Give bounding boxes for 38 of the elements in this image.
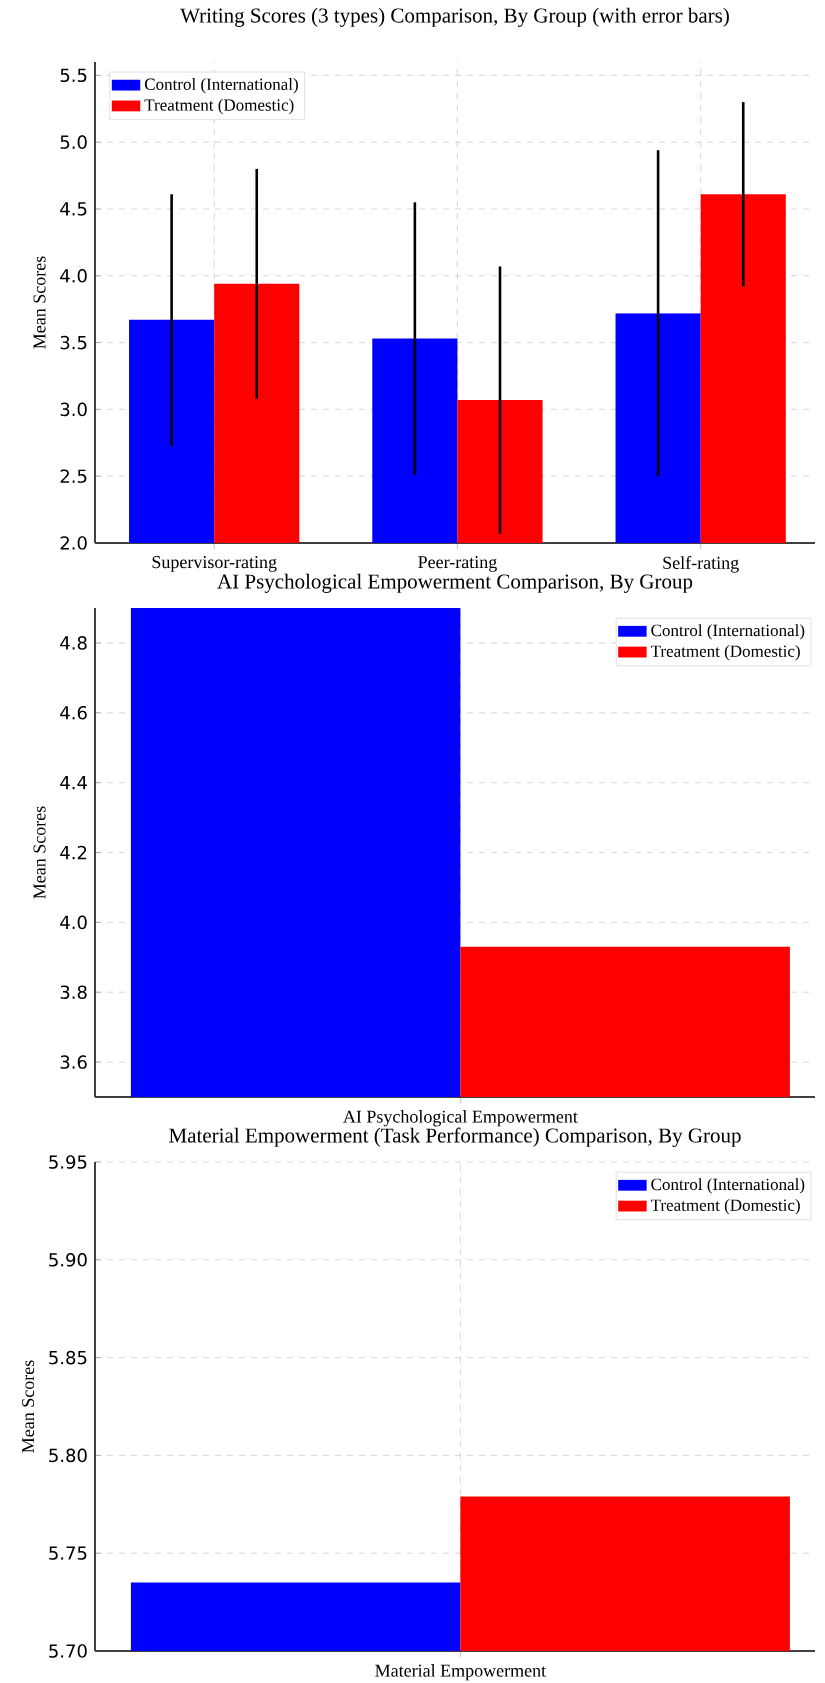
y-tick-label: 3.0 — [60, 402, 87, 417]
y-tick-label: 5.95 — [49, 1155, 87, 1169]
chart-title: Material Empowerment (Task Performance) Comparison, By Group — [169, 1127, 741, 1147]
y-axis-title: Mean Scores — [33, 806, 46, 899]
x-tick-label: Self-rating — [663, 556, 739, 573]
x-tick-label: Material Empowerment — [375, 1664, 546, 1681]
y-tick-label: 4.8 — [60, 636, 87, 650]
legend-label: Treatment (Domestic) — [144, 98, 294, 115]
y-tick-label: 5.70 — [49, 1644, 87, 1658]
y-tick-label: 5.90 — [49, 1252, 87, 1267]
chart-title: AI Psychological Empowerment Comparison, By Group — [217, 573, 693, 593]
y-tick-label: 3.6 — [60, 1055, 87, 1069]
y-tick-label: 4.4 — [60, 776, 87, 790]
y-tick-label: 5.85 — [49, 1350, 87, 1365]
y-tick-label: 5.0 — [60, 135, 87, 149]
y-tick-label: 4.0 — [60, 268, 87, 283]
legend-label: Control (International) — [651, 1178, 805, 1194]
y-axis-title: Mean Scores — [33, 256, 46, 349]
y-tick-label: 2.0 — [60, 536, 87, 550]
y-tick-label: 2.5 — [60, 469, 87, 483]
legend-label: Treatment (Domestic) — [650, 1198, 800, 1215]
legend-label: Treatment (Domestic) — [650, 644, 800, 661]
y-tick-label: 4.6 — [60, 705, 87, 720]
y-tick-label: 5.5 — [60, 68, 87, 83]
y-tick-label: 5.75 — [49, 1546, 87, 1560]
y-tick-label: 4.5 — [60, 202, 87, 216]
y-tick-label: 4.0 — [60, 915, 87, 930]
y-axis-title: Mean Scores — [22, 1360, 35, 1453]
y-tick-label: 3.8 — [60, 985, 87, 1000]
x-tick-label: Peer-rating — [418, 556, 497, 572]
chart-title: Writing Scores (3 types) Comparison, By Group (with error bars) — [180, 7, 729, 27]
y-tick-label: 4.2 — [60, 845, 87, 860]
legend-label: Control (International) — [144, 78, 298, 94]
x-tick-label: AI Psychological Empowerment — [343, 1110, 578, 1127]
x-tick-label: Supervisor-rating — [152, 556, 277, 572]
legend-label: Control (International) — [651, 624, 805, 640]
y-tick-label: 3.5 — [60, 335, 87, 350]
y-tick-label: 5.80 — [49, 1448, 87, 1463]
